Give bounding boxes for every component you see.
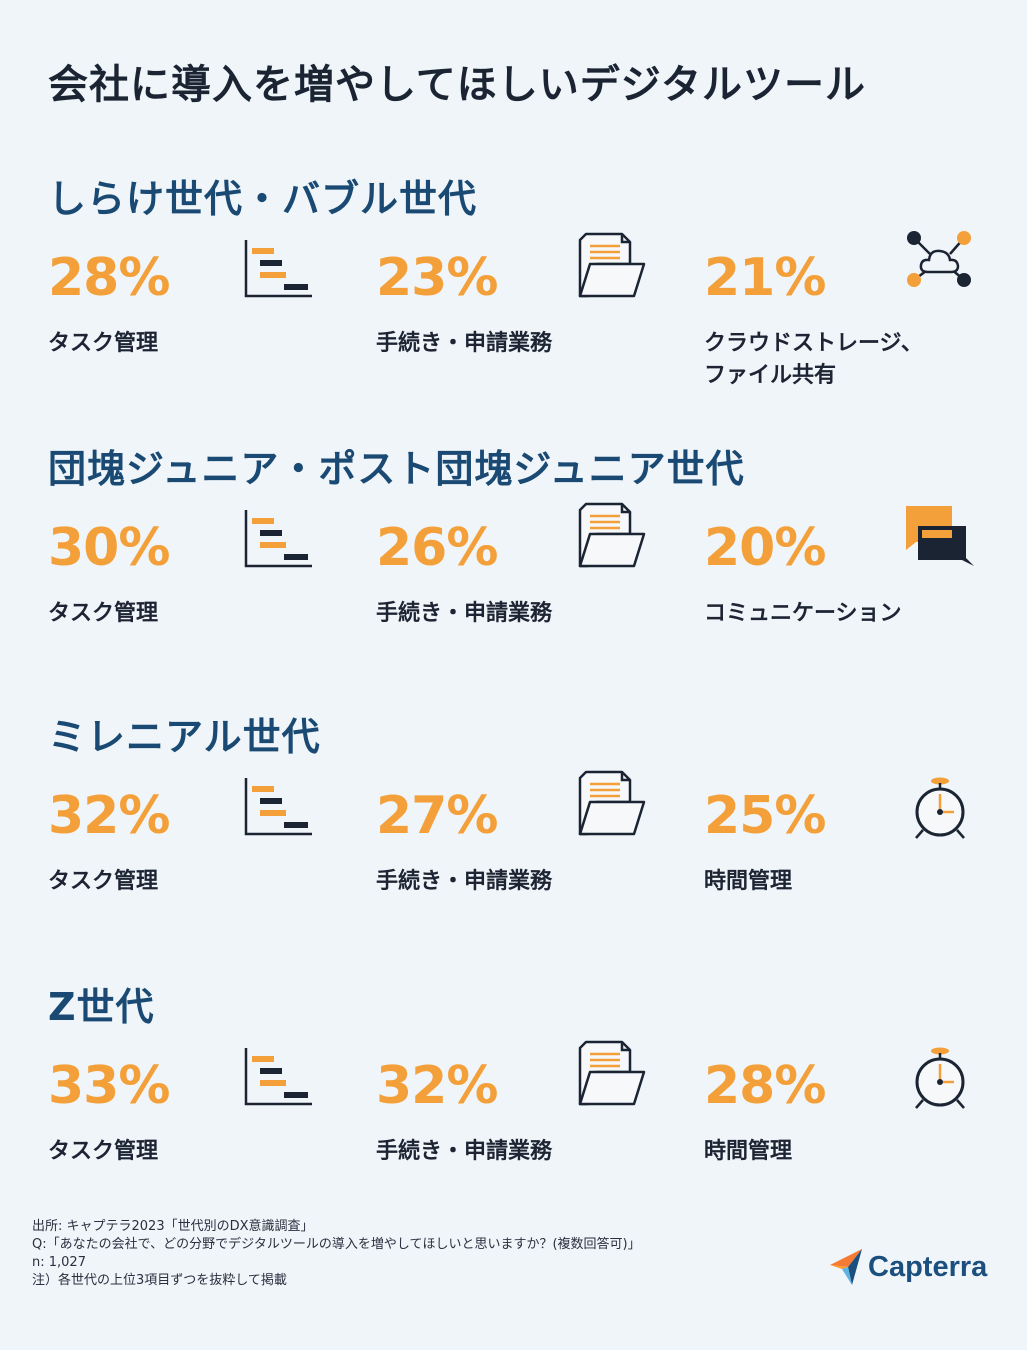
tool-label: 手続き・申請業務 (376, 1139, 553, 1164)
tool-item: 32% タスク管理 (48, 778, 348, 936)
percent-value: 33% (48, 1056, 170, 1116)
footer-notes: 出所: キャプテラ2023「世代別のDX意識調査」 Q:「あなたの会社で、どの分… (32, 1218, 641, 1290)
percent-value: 32% (48, 786, 170, 846)
chat-bubbles-icon (904, 504, 976, 576)
generation-section: Z世代 33% タスク管理 32% 手続き・申請業務 28% 時間管理 (0, 976, 1027, 1236)
tool-label: クラウドストレージ、 ファイル共有 (704, 328, 994, 392)
percent-value: 28% (48, 248, 170, 308)
generation-section: ミレニアル世代 32% タスク管理 27% 手続き・申請業務 25% 時間管理 (0, 706, 1027, 966)
tool-label: 手続き・申請業務 (376, 869, 553, 894)
tool-label: 手続き・申請業務 (376, 331, 553, 356)
percent-value: 26% (376, 518, 498, 578)
generation-section: しらけ世代・バブル世代 28% タスク管理 23% 手続き・申請業務 21% クラウドストレ… (0, 168, 1027, 428)
tool-label: タスク管理 (48, 1139, 159, 1164)
capterra-arrow-icon (830, 1249, 862, 1285)
tool-label: コミュニケーション (704, 601, 902, 626)
tool-item: 25% 時間管理 (704, 777, 1004, 936)
percent-value: 23% (376, 248, 498, 308)
percent-value: 20% (704, 518, 826, 578)
percent-value: 28% (704, 1056, 826, 1116)
alarm-clock-icon (904, 772, 976, 844)
generation-title: しらけ世代・バブル世代 (48, 177, 478, 221)
tool-item: 32% 手続き・申請業務 (376, 1040, 676, 1206)
alarm-clock-icon (904, 1042, 976, 1114)
tool-label-line: クラウドストレージ、 (704, 331, 923, 356)
tool-item: 33% タスク管理 (48, 1048, 348, 1206)
tool-item: 21% クラウドストレージ、 ファイル共有 (704, 231, 1004, 398)
generation-title: ミレニアル世代 (48, 715, 321, 759)
document-folder-icon (576, 500, 648, 572)
document-folder-icon (576, 768, 648, 840)
tool-item: 28% 時間管理 (704, 1047, 1004, 1206)
percent-value: 30% (48, 518, 170, 578)
generation-title: Z世代 (48, 985, 155, 1029)
tool-item: 23% 手続き・申請業務 (376, 232, 676, 398)
document-folder-icon (576, 1038, 648, 1110)
gantt-chart-icon (242, 236, 314, 308)
page-title: 会社に導入を増やしてほしいデジタルツール (48, 62, 866, 108)
percent-value: 21% (704, 248, 826, 308)
tool-label: 時間管理 (704, 869, 793, 894)
gantt-chart-icon (242, 506, 314, 578)
cloud-share-icon (904, 228, 976, 300)
tool-item: 30% タスク管理 (48, 510, 348, 668)
footer-note: 注）各世代の上位3項目ずつを抜粋して掲載 (32, 1273, 287, 1288)
percent-value: 32% (376, 1056, 498, 1116)
tool-item: 26% 手続き・申請業務 (376, 502, 676, 668)
footer-question: Q:「あなたの会社で、どの分野でデジタルツールの導入を増やしてほしいと思いますか… (32, 1237, 641, 1252)
footer-source: 出所: キャプテラ2023「世代別のDX意識調査」 (32, 1219, 314, 1234)
tool-label-line: ファイル共有 (704, 363, 837, 388)
tool-label: 手続き・申請業務 (376, 601, 553, 626)
percent-value: 25% (704, 786, 826, 846)
tool-label: 時間管理 (704, 1139, 793, 1164)
tool-label: タスク管理 (48, 331, 159, 356)
capterra-logo-text: Capterra (868, 1250, 988, 1283)
generation-title: 団塊ジュニア・ポスト団塊ジュニア世代 (48, 447, 745, 491)
document-folder-icon (576, 230, 648, 302)
tool-item: 27% 手続き・申請業務 (376, 770, 676, 936)
gantt-chart-icon (242, 1044, 314, 1116)
gantt-chart-icon (242, 774, 314, 846)
tool-label: タスク管理 (48, 869, 159, 894)
generation-section: 団塊ジュニア・ポスト団塊ジュニア世代 30% タスク管理 26% 手続き・申請業務 20%… (0, 438, 1027, 698)
tool-label: タスク管理 (48, 601, 159, 626)
capterra-logo: Capterra (828, 1244, 987, 1290)
percent-value: 27% (376, 786, 498, 846)
tool-item: 20% コミュニケーション (704, 506, 1004, 668)
tool-item: 28% タスク管理 (48, 240, 348, 398)
footer-sample: n: 1,027 (32, 1255, 86, 1270)
